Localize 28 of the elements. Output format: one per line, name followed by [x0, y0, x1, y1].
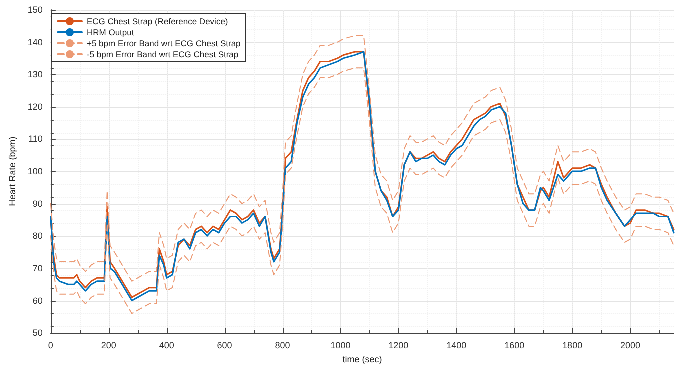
x-tick-label: 1200 — [388, 340, 409, 351]
legend-label: -5 bpm Error Band wrt ECG Chest Strap — [87, 50, 239, 60]
x-tick-label: 800 — [275, 340, 290, 351]
y-tick-label: 80 — [32, 231, 43, 242]
y-tick-label: 110 — [28, 134, 43, 144]
y-tick-label: 100 — [28, 166, 43, 177]
x-tick-label: 1400 — [446, 340, 467, 351]
legend-label: ECG Chest Strap (Reference Device) — [87, 16, 228, 26]
y-tick-label: 150 — [28, 5, 43, 15]
x-tick-label: 200 — [101, 340, 116, 351]
x-axis-title: time (sec) — [342, 354, 382, 364]
legend-label: +5 bpm Error Band wrt ECG Chest Strap — [87, 38, 242, 48]
x-tick-label: 2000 — [620, 340, 641, 351]
x-tick-label: 1800 — [562, 340, 583, 351]
x-tick-label: 600 — [217, 340, 232, 351]
x-tick-label: 1600 — [504, 340, 525, 351]
y-tick-label: 90 — [32, 198, 43, 209]
y-tick-label: 70 — [32, 263, 43, 274]
x-tick-label: 400 — [159, 340, 174, 351]
y-tick-label: 140 — [28, 37, 43, 48]
y-tick-label: 130 — [28, 70, 43, 80]
legend-label: HRM Output — [87, 28, 135, 38]
x-tick-label: 0 — [48, 340, 54, 351]
y-tick-label: 50 — [32, 328, 43, 338]
y-axis-title: Heart Rate (bpm) — [8, 136, 18, 206]
x-tick-label: 1000 — [330, 340, 351, 351]
y-tick-label: 60 — [32, 296, 43, 306]
y-tick-label: 120 — [28, 102, 43, 112]
